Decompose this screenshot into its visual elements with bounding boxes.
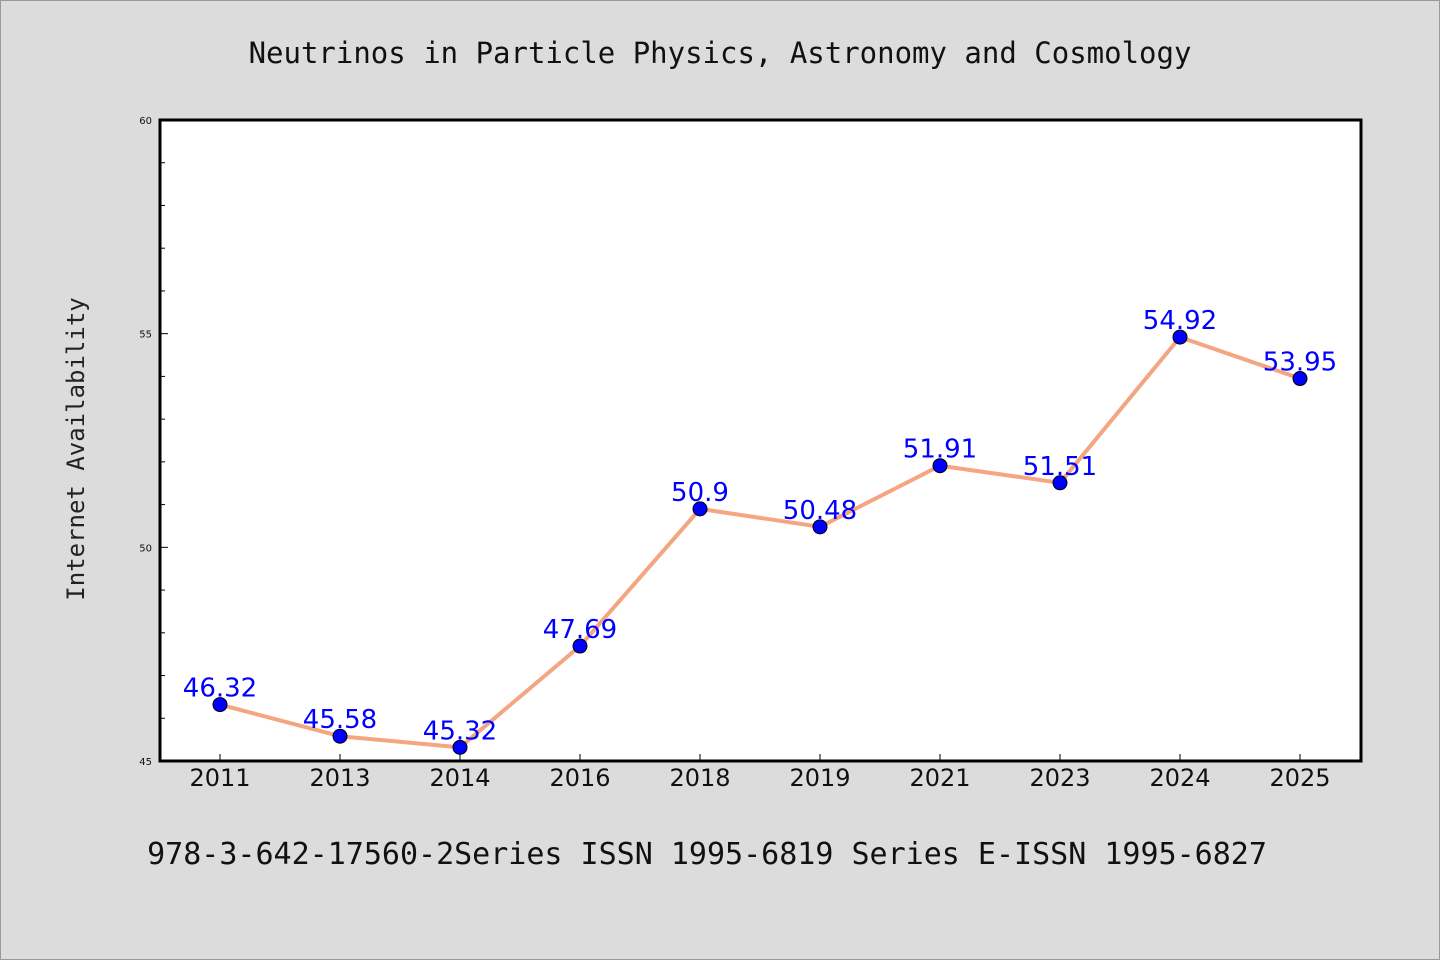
x-tick-label: 2014 [429,764,490,792]
x-axis: 2011 2013 2014 2016 2018 2019 2021 2023 2024 2025 [189,754,1331,792]
data-point [1172,329,1188,345]
plot-area [158,118,1363,763]
data-label: 51.51 [1023,452,1097,482]
y-tick-label: 50 [139,543,152,554]
y-tick-label: 60 [139,116,152,127]
x-tick-label: 2025 [1269,764,1330,792]
data-point [932,458,948,474]
data-label: 46.32 [183,674,257,704]
footer-note: 978-3-642-17560-2Series ISSN 1995-6819 S… [147,837,1267,872]
data-label: 50.9 [671,478,729,508]
x-tick-label: 2024 [1149,764,1210,792]
x-tick-label: 2013 [309,764,370,792]
y-tick-label: 45 [139,757,152,768]
data-point [332,728,348,744]
data-point [692,501,708,517]
x-tick-label: 2021 [909,764,970,792]
data-point [572,638,588,654]
data-point [1052,475,1068,491]
y-axis-label: Internet Availability [62,297,90,600]
data-labels: 46.32 45.58 45.32 47.69 50.9 50.48 51.91 51.51 5… [183,306,1337,746]
x-tick-label: 2018 [669,764,730,792]
y-axis: 45 50 55 60 [139,116,168,768]
y-tick-label: 55 [139,330,152,341]
data-label: 47.69 [543,615,617,645]
data-label: 51.91 [903,435,977,465]
data-label: 45.58 [303,705,377,735]
series-line [218,335,1302,750]
data-point [452,739,468,755]
data-point [1292,371,1308,387]
data-label: 45.32 [423,716,497,746]
x-tick-label: 2019 [789,764,850,792]
data-label: 54.92 [1143,306,1217,336]
data-point [212,697,228,713]
data-label: 50.48 [783,496,857,526]
x-tick-label: 2016 [549,764,610,792]
x-tick-label: 2011 [189,764,250,792]
x-tick-label: 2023 [1029,764,1090,792]
chart-title: Neutrinos in Particle Physics, Astronomy… [249,36,1192,70]
data-label: 53.95 [1263,348,1337,378]
data-point [812,519,828,535]
data-markers [212,329,1308,755]
